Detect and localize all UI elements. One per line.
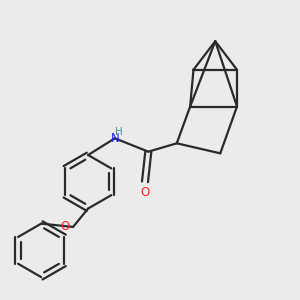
Text: H: H (115, 127, 123, 136)
Text: N: N (110, 132, 119, 145)
Text: O: O (60, 220, 70, 233)
Text: O: O (140, 186, 150, 199)
